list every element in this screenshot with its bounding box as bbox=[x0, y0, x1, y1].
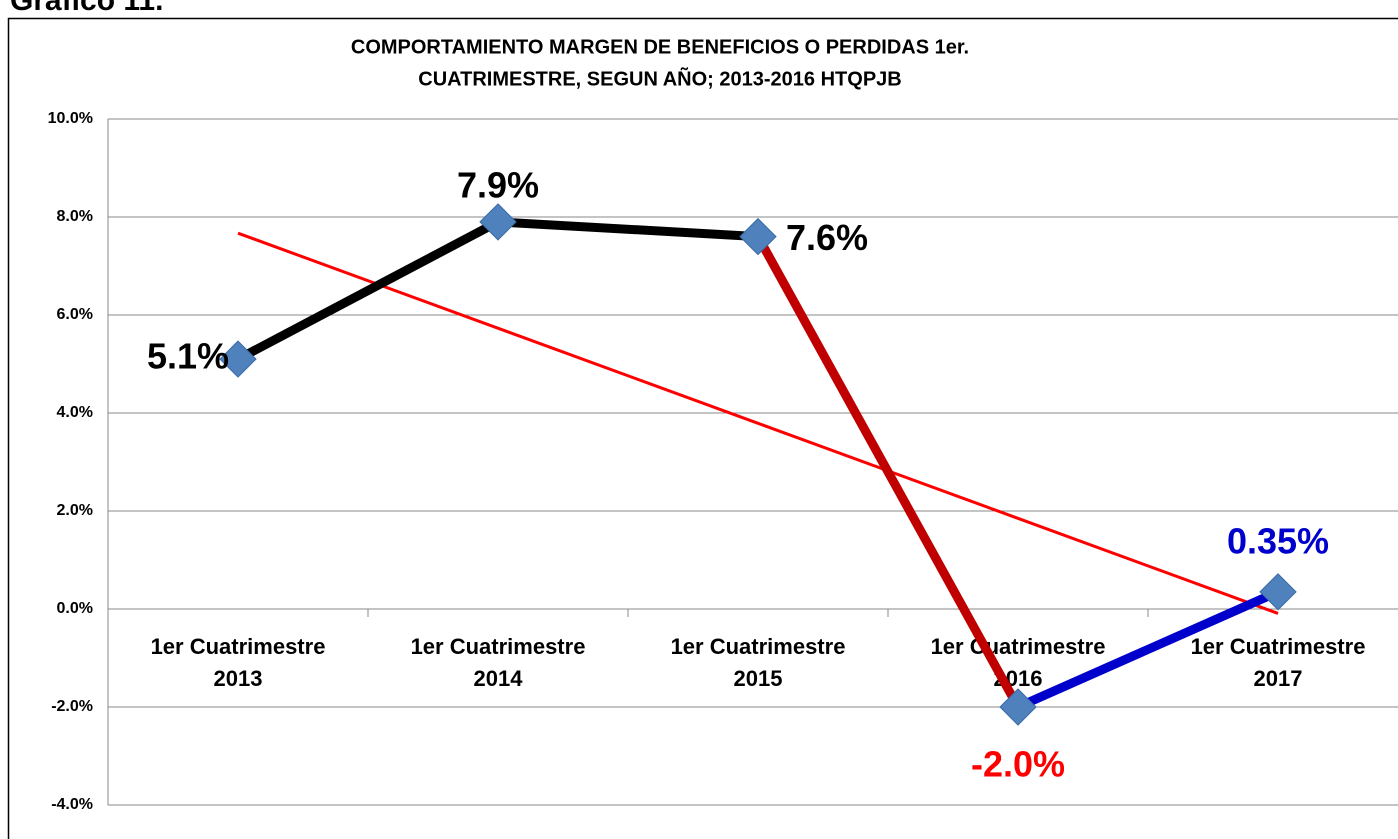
marker bbox=[219, 340, 257, 378]
data-label: -2.0% bbox=[971, 744, 1065, 785]
x-tick-label: 1er Cuatrimestre 2017 bbox=[1191, 634, 1366, 691]
y-tick-label: 10.0% bbox=[48, 110, 93, 127]
data-label: 7.9% bbox=[457, 164, 539, 205]
x-tick-label-line: 1er Cuatrimestre bbox=[931, 634, 1106, 659]
marker bbox=[739, 217, 777, 256]
y-tick-label: 0.0% bbox=[57, 600, 93, 617]
trendline bbox=[237, 231, 1279, 615]
y-tick-label: 6.0% bbox=[57, 306, 93, 323]
y-tick-label: 2.0% bbox=[57, 502, 93, 519]
x-tick-label-line: 1er Cuatrimestre bbox=[671, 634, 846, 659]
caption: Gráfico 11. bbox=[10, 0, 163, 17]
x-tick-label: 1er Cuatrimestre 2014 bbox=[411, 634, 586, 691]
data-label: 0.35% bbox=[1227, 520, 1329, 561]
line-segment bbox=[493, 217, 763, 242]
chart-title: COMPORTAMIENTO MARGEN DE BENEFICIOS O PE… bbox=[351, 36, 969, 58]
x-tick-label: 1er Cuatrimestre 2016 bbox=[931, 634, 1106, 691]
marker bbox=[479, 203, 517, 241]
x-tick-label: 1er Cuatrimestre 2015 bbox=[671, 634, 846, 691]
data-label: 7.6% bbox=[786, 217, 868, 258]
x-tick-label: 1er Cuatrimestre 2013 bbox=[151, 634, 326, 691]
x-tick-label-line: 1er Cuatrimestre bbox=[151, 634, 326, 659]
marker bbox=[999, 688, 1037, 726]
y-tick-label: -4.0% bbox=[51, 796, 93, 813]
y-tick-label: 8.0% bbox=[57, 208, 93, 225]
x-tick-label-line: 2015 bbox=[734, 666, 783, 691]
x-tick-label-line: 1er Cuatrimestre bbox=[411, 634, 586, 659]
line-segment bbox=[233, 217, 503, 364]
data-label: 5.1% bbox=[147, 336, 229, 377]
chart-title: CUATRIMESTRE, SEGUN AÑO; 2013-2016 HTQPJ… bbox=[418, 67, 901, 90]
y-tick-label: -2.0% bbox=[51, 698, 93, 715]
line-segment bbox=[1013, 587, 1283, 712]
line-segment bbox=[753, 232, 1023, 712]
x-tick-label-line: 2014 bbox=[474, 666, 524, 691]
marker bbox=[1259, 573, 1297, 611]
chart-frame bbox=[7, 17, 1398, 839]
x-tick-label-line: 1er Cuatrimestre bbox=[1191, 634, 1366, 659]
x-tick-label-line: 2017 bbox=[1254, 666, 1303, 691]
y-tick-label: 4.0% bbox=[57, 404, 93, 421]
x-tick-label-line: 2013 bbox=[214, 666, 263, 691]
